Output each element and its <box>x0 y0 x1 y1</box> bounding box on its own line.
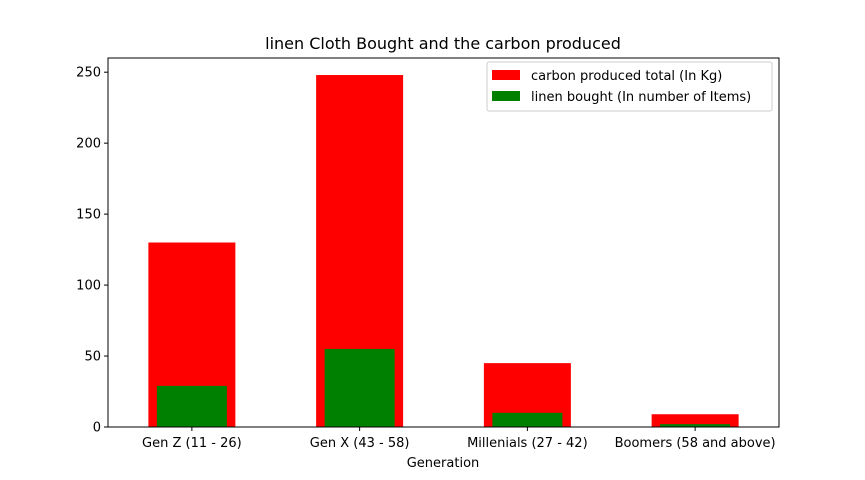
x-tick-label: Boomers (58 and above) <box>615 436 776 451</box>
x-axis-label: Generation <box>407 456 480 471</box>
bars-layer <box>148 75 739 428</box>
bar-linen-0 <box>156 385 227 427</box>
bar-linen-3 <box>660 424 731 427</box>
legend-swatch-carbon <box>492 70 520 80</box>
bar-linen-1 <box>324 348 395 427</box>
x-tick-label: Gen X (43 - 58) <box>310 436 410 451</box>
legend-label-linen: linen bought (In number of Items) <box>531 90 751 105</box>
ticks-layer: 0 50 100 150 200 250 Gen Z (11 - 26) Gen X (43 … <box>76 66 775 451</box>
legend-frame <box>486 61 773 112</box>
legend: carbon produced total (In Kg) linen boug… <box>486 61 773 112</box>
bar-carbon-3 <box>651 414 739 427</box>
axes-layer <box>107 57 780 428</box>
y-tick-label: 250 <box>76 66 101 81</box>
x-tick-label: Gen Z (11 - 26) <box>142 436 242 451</box>
y-tick-label: 100 <box>76 279 101 294</box>
y-tick-label: 150 <box>76 208 101 223</box>
legend-label-carbon: carbon produced total (In Kg) <box>531 69 722 84</box>
bar-linen-2 <box>492 412 563 427</box>
y-tick-label: 50 <box>84 350 101 365</box>
x-tick-label: Millenials (27 - 42) <box>467 436 588 451</box>
legend-swatch-linen <box>492 91 520 101</box>
plot-frame <box>107 57 780 428</box>
y-tick-label: 0 <box>93 421 101 436</box>
chart-title: linen Cloth Bought and the carbon produc… <box>265 34 621 53</box>
y-tick-label: 200 <box>76 137 101 152</box>
